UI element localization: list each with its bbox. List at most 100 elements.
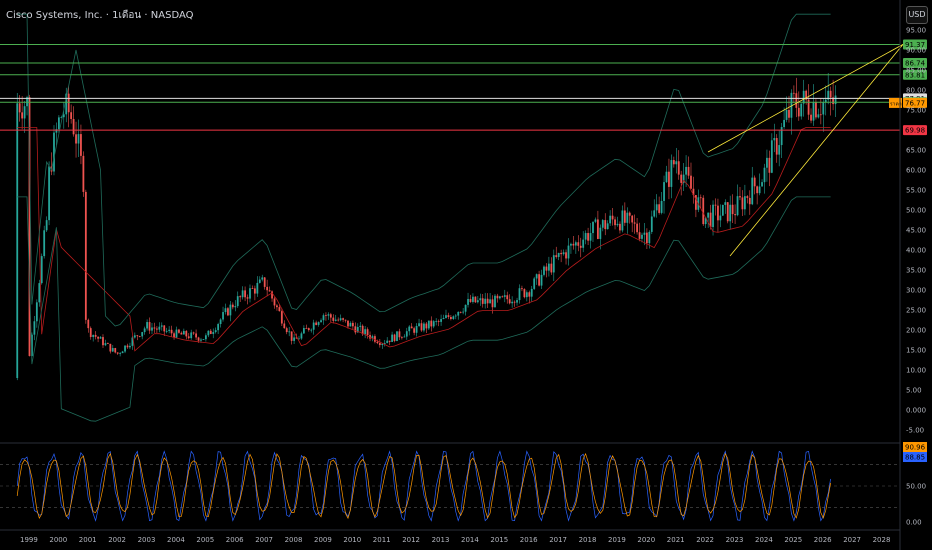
candle-body: [18, 103, 21, 113]
time-label: 2021: [667, 536, 685, 544]
price-label-bg: [903, 125, 927, 136]
candle-body: [302, 328, 305, 334]
stoch-label-bg: [903, 452, 927, 462]
candle-body: [178, 329, 180, 333]
time-label: 2000: [49, 536, 67, 544]
candle-body: [261, 277, 264, 280]
candle-body: [60, 117, 63, 118]
candle-body: [496, 295, 499, 299]
candle-body: [503, 295, 506, 297]
candle-body: [756, 186, 759, 194]
candle-body: [239, 296, 242, 298]
candle-body: [114, 348, 117, 353]
candle-body: [129, 345, 131, 348]
candle-body: [619, 223, 621, 231]
candle-body: [472, 296, 474, 302]
candle-body: [623, 210, 626, 223]
time-label: 2028: [873, 536, 891, 544]
candle-body: [694, 195, 697, 210]
time-label: 2007: [255, 536, 273, 544]
stoch-label: 90.96: [905, 444, 926, 452]
candle-body: [305, 328, 308, 329]
candle-body: [231, 304, 234, 308]
candle-body: [249, 288, 251, 299]
candle-body: [158, 326, 161, 330]
candle-body: [459, 311, 462, 313]
candle-body: [449, 317, 452, 320]
candle-body: [464, 304, 467, 312]
bollinger-upper: [17, 13, 831, 327]
candle-body: [594, 219, 597, 222]
candle-body: [165, 330, 168, 332]
candle-body: [55, 129, 58, 133]
candle-body: [38, 283, 41, 303]
candle-body: [420, 323, 423, 331]
candle-body: [202, 339, 205, 341]
price-label: 86.74: [905, 60, 926, 68]
candle-body: [538, 274, 540, 286]
candle-body: [498, 296, 501, 299]
currency-button[interactable]: USD: [906, 6, 928, 24]
candle-body: [484, 298, 487, 304]
candle-body: [633, 222, 636, 224]
candle-body: [523, 289, 526, 298]
candle-body: [80, 134, 82, 156]
candle-body: [616, 223, 619, 226]
candle-body: [307, 328, 310, 331]
candle-body: [773, 138, 776, 141]
candle-body: [334, 319, 337, 321]
candle-body: [511, 301, 514, 304]
candle-body: [72, 118, 75, 135]
price-tick: 50.00: [906, 207, 926, 215]
candle-body: [317, 322, 320, 325]
candle-body: [766, 157, 768, 168]
candle-body: [721, 204, 724, 216]
candle-body: [792, 92, 795, 94]
candle-body: [584, 233, 587, 240]
candle-body: [322, 315, 325, 321]
time-label: 2005: [196, 536, 214, 544]
candle-body: [680, 174, 683, 183]
price-tick: 25.00: [906, 307, 926, 315]
time-label: 2020: [637, 536, 655, 544]
candle-body: [606, 223, 609, 230]
candle-body: [53, 132, 55, 172]
candle-body: [347, 320, 349, 327]
candle-body: [204, 335, 207, 340]
candle-body: [408, 326, 411, 332]
price-label-bg: [903, 69, 927, 80]
candle-body: [222, 312, 224, 320]
candle-body: [371, 336, 374, 339]
candle-body: [736, 196, 739, 216]
candle-body: [26, 97, 28, 107]
candle-body: [320, 320, 322, 323]
price-label-bg: [903, 58, 927, 69]
trendline-upper: [707, 44, 904, 153]
candle-body: [180, 332, 183, 335]
candle-body: [788, 109, 790, 118]
candle-body: [290, 331, 293, 341]
candle-body: [133, 335, 136, 338]
candle-body: [163, 325, 166, 332]
time-label: 2012: [402, 536, 420, 544]
trendlines[interactable]: [707, 44, 904, 257]
candle-body: [550, 263, 553, 273]
candle-body: [396, 331, 398, 342]
candle-body: [430, 320, 433, 327]
candle-body: [315, 322, 318, 325]
candle-body: [457, 311, 460, 316]
candle-body: [366, 329, 369, 336]
candle-body: [734, 214, 736, 216]
candle-body: [521, 288, 523, 290]
price-tick: 95.00: [906, 27, 926, 35]
candle-body: [614, 219, 616, 226]
candle-body: [719, 215, 722, 221]
candle-body: [513, 301, 516, 303]
candle-body: [682, 174, 685, 183]
candle-body: [92, 334, 95, 337]
candle-body: [190, 332, 193, 339]
candle-body: [577, 242, 580, 246]
